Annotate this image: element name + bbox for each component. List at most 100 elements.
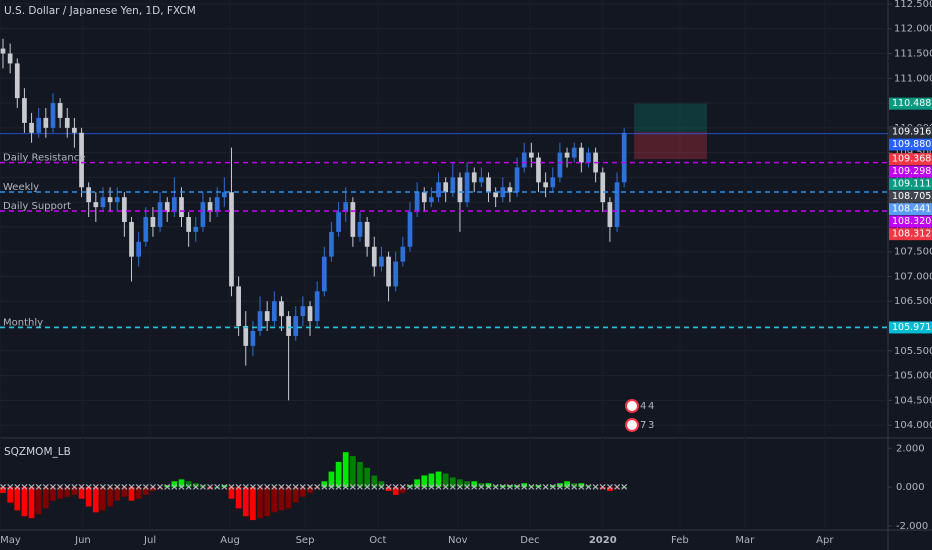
squeeze-dot: × bbox=[77, 482, 85, 493]
squeeze-dot: × bbox=[549, 482, 557, 493]
momentum-bar bbox=[514, 485, 520, 488]
level-label: Weekly bbox=[3, 182, 39, 193]
squeeze-dot: × bbox=[406, 482, 414, 493]
x-tick-label: Jul bbox=[143, 535, 156, 546]
momentum-bar bbox=[442, 473, 449, 488]
candle-body bbox=[143, 217, 149, 242]
squeeze-dot: × bbox=[292, 482, 300, 493]
momentum-bar bbox=[357, 461, 363, 488]
squeeze-dot: × bbox=[399, 482, 407, 493]
candle-body bbox=[243, 326, 249, 346]
y-tick-label: 105.500 bbox=[894, 346, 932, 357]
momentum-bar bbox=[250, 487, 256, 521]
candle-body bbox=[229, 192, 234, 287]
price-tag-label: 108.320 bbox=[892, 216, 931, 227]
candle-body bbox=[564, 152, 570, 158]
candle-body bbox=[207, 202, 213, 213]
momentum-bar bbox=[485, 483, 492, 488]
momentum-bar bbox=[85, 487, 92, 507]
candle-body bbox=[50, 103, 56, 128]
momentum-bar bbox=[549, 485, 556, 488]
price-tag-label: 109.880 bbox=[892, 139, 931, 150]
momentum-bar bbox=[28, 487, 35, 519]
momentum-bar bbox=[571, 483, 578, 488]
candle-body bbox=[600, 172, 606, 203]
event-badge-count: 7 bbox=[640, 420, 646, 431]
momentum-bar bbox=[64, 487, 71, 497]
x-tick-label: Nov bbox=[448, 535, 468, 546]
momentum-bar bbox=[100, 487, 106, 511]
x-tick-label: 2020 bbox=[589, 535, 617, 546]
candle-body bbox=[536, 157, 541, 183]
candle-body bbox=[29, 122, 34, 133]
momentum-bar bbox=[257, 487, 263, 519]
candle-body bbox=[400, 246, 406, 262]
candle-body bbox=[407, 212, 413, 247]
momentum-bar bbox=[428, 473, 435, 488]
y-tick-label: 109.500 bbox=[894, 148, 932, 159]
squeeze-dot: × bbox=[306, 482, 314, 493]
momentum-bar bbox=[42, 487, 49, 509]
x-tick-label: Oct bbox=[369, 535, 386, 546]
momentum-bar bbox=[271, 487, 278, 513]
momentum-bar bbox=[135, 487, 142, 499]
momentum-bar bbox=[364, 467, 370, 488]
candle-body bbox=[371, 246, 377, 267]
squeeze-dot: × bbox=[20, 482, 28, 493]
squeeze-dot: × bbox=[491, 482, 499, 493]
candle-body bbox=[343, 202, 349, 213]
candle-body bbox=[286, 316, 291, 336]
momentum-bar bbox=[407, 485, 413, 488]
squeeze-dot: × bbox=[377, 482, 385, 493]
squeeze-dot: × bbox=[156, 482, 164, 493]
squeeze-dot: × bbox=[599, 482, 607, 493]
y-tick-label: 108.500 bbox=[894, 197, 932, 208]
momentum-bar bbox=[71, 487, 78, 495]
squeeze-dot: × bbox=[534, 482, 542, 493]
squeeze-dot: × bbox=[35, 482, 43, 493]
squeeze-dot: × bbox=[613, 482, 621, 493]
momentum-bar bbox=[178, 479, 185, 488]
candle-body bbox=[114, 197, 120, 203]
momentum-bar bbox=[371, 475, 378, 488]
squeeze-dot: × bbox=[242, 482, 250, 493]
momentum-bar bbox=[192, 483, 199, 488]
momentum-bar bbox=[464, 481, 470, 488]
y-tick-label: 0.000 bbox=[896, 482, 925, 493]
momentum-bar bbox=[314, 487, 321, 490]
momentum-bar bbox=[200, 485, 206, 488]
momentum-bar bbox=[499, 485, 506, 488]
candle-body bbox=[193, 226, 199, 232]
squeeze-dot: × bbox=[213, 482, 221, 493]
price-tag-label: 108.441 bbox=[892, 204, 931, 215]
squeeze-dot: × bbox=[234, 482, 242, 493]
candle-body bbox=[186, 217, 191, 232]
price-tag bbox=[889, 190, 932, 203]
candle-body bbox=[36, 117, 42, 133]
momentum-bar bbox=[557, 483, 563, 488]
candle-body bbox=[614, 182, 620, 227]
price-tag bbox=[889, 178, 932, 191]
squeeze-dot: × bbox=[299, 482, 307, 493]
squeeze-dot: × bbox=[27, 482, 35, 493]
momentum-bar bbox=[128, 487, 135, 501]
candle-body bbox=[500, 187, 506, 198]
momentum-bar bbox=[614, 487, 620, 490]
candle-body bbox=[257, 311, 263, 331]
momentum-bar bbox=[350, 456, 356, 488]
squeeze-dot: × bbox=[149, 482, 157, 493]
squeeze-dot: × bbox=[434, 482, 442, 493]
momentum-bar bbox=[185, 481, 192, 488]
momentum-bar bbox=[378, 481, 385, 488]
candle-body bbox=[43, 117, 49, 128]
candle-body bbox=[57, 103, 63, 118]
momentum-bar bbox=[392, 487, 399, 495]
price-tag-label: 108.312 bbox=[892, 229, 931, 240]
candle-body bbox=[93, 202, 99, 208]
y-tick-label: 107.000 bbox=[894, 271, 932, 282]
squeeze-dot: × bbox=[184, 482, 192, 493]
candle-body bbox=[329, 231, 334, 257]
squeeze-dot: × bbox=[13, 482, 21, 493]
momentum-bar bbox=[321, 481, 328, 488]
squeeze-dot: × bbox=[606, 482, 614, 493]
